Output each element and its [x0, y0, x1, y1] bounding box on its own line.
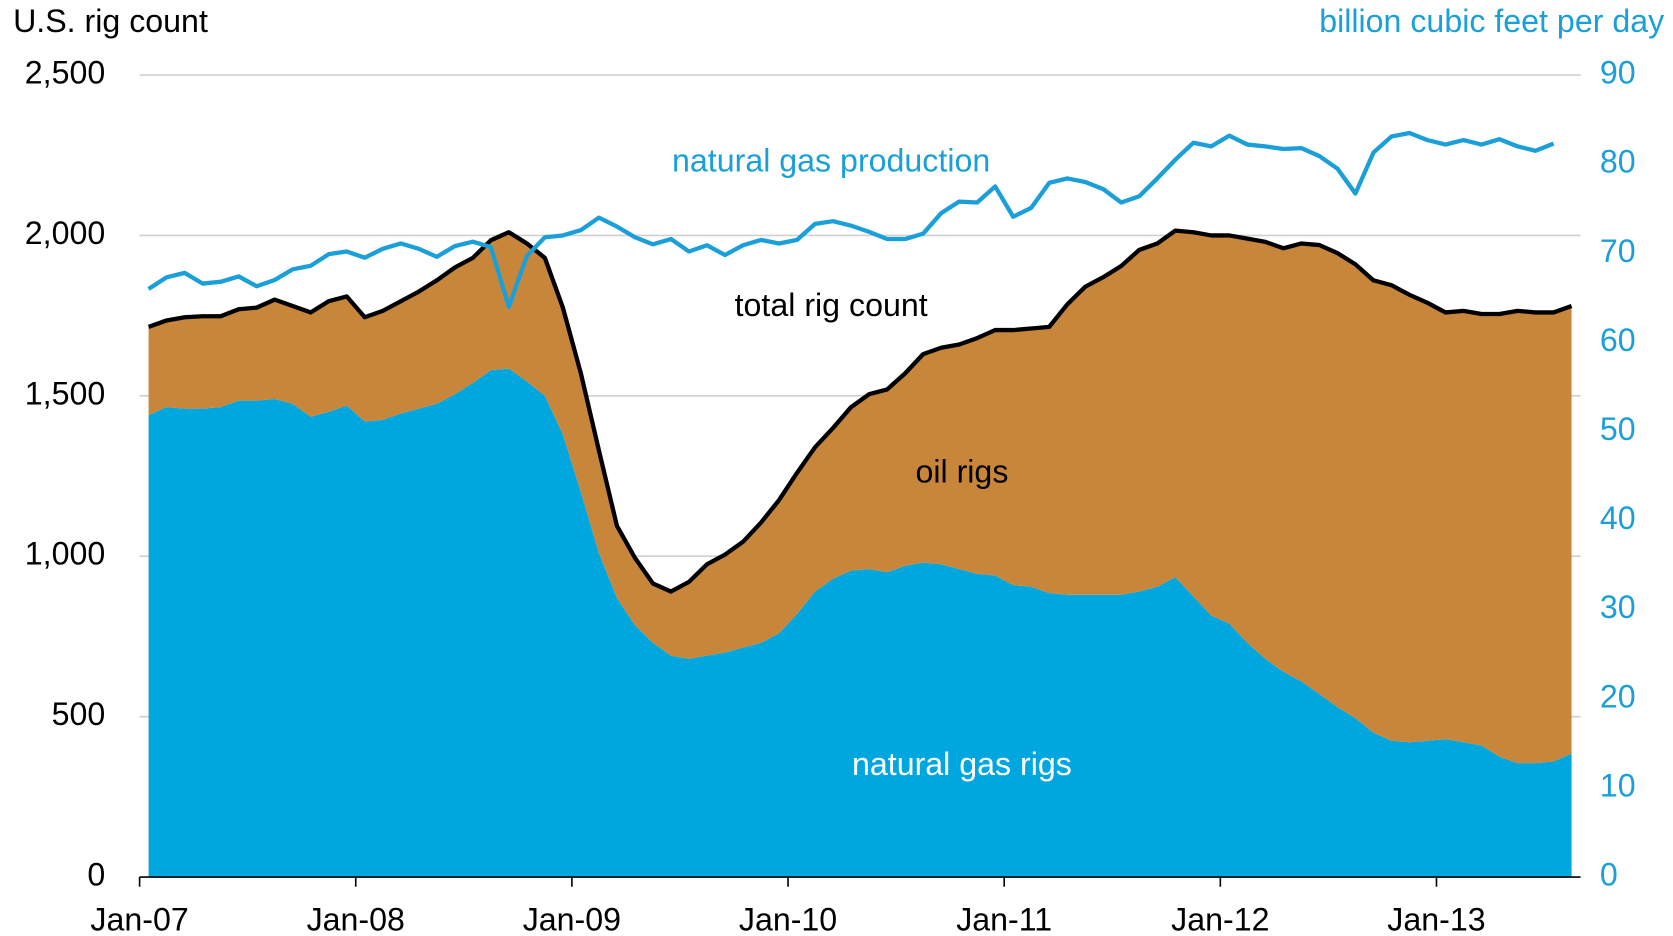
annotation: oil rigs — [915, 453, 1008, 489]
y2-tick-label: 30 — [1600, 589, 1636, 625]
area — [148, 368, 1572, 878]
y2-tick-label: 20 — [1600, 678, 1636, 714]
line — [147, 228, 1573, 594]
x-tick-label: Jan-08 — [307, 902, 405, 936]
y2-tick-label: 10 — [1600, 767, 1636, 803]
y2-tick-label: 90 — [1600, 55, 1636, 91]
x-tick-label: Jan-11 — [956, 902, 1052, 936]
annotation: total rig count — [735, 287, 928, 323]
y2-tick-label: 50 — [1600, 411, 1636, 447]
y2-tick-label: 60 — [1600, 322, 1636, 358]
y-tick-label: 2,500 — [25, 55, 105, 91]
area — [148, 230, 1572, 764]
y2-tick-label: 80 — [1600, 144, 1636, 180]
x-tick-label: Jan-12 — [1171, 902, 1269, 936]
y2-tick-label: 70 — [1600, 233, 1636, 269]
line — [147, 130, 1555, 309]
y-tick-label: 1,000 — [25, 536, 105, 572]
y2-tick-label: 40 — [1600, 500, 1636, 536]
x-tick-label: Jan-13 — [1387, 902, 1485, 936]
x-tick-label: Jan-09 — [523, 902, 621, 936]
x-tick-label: Jan-10 — [739, 902, 837, 936]
y-tick-label: 0 — [87, 857, 105, 893]
y2-axis-title: billion cubic feet per day — [1319, 3, 1665, 39]
annotation: natural gas production — [672, 142, 990, 178]
y-tick-label: 500 — [52, 696, 106, 732]
y2-tick-label: 0 — [1600, 857, 1618, 893]
annotation: natural gas rigs — [852, 746, 1072, 782]
y-axis-title: U.S. rig count — [13, 3, 208, 39]
y-tick-label: 1,500 — [25, 375, 105, 411]
y-tick-label: 2,000 — [25, 215, 105, 251]
x-tick-label: Jan-07 — [90, 902, 188, 936]
